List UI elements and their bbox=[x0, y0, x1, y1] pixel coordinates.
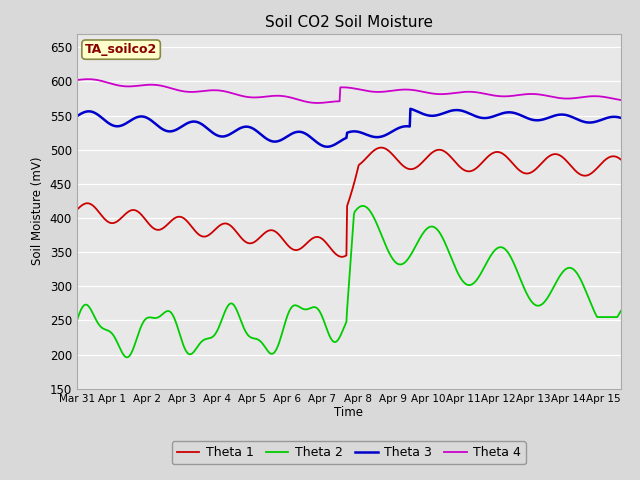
Theta 1 bbox=[73, 207, 81, 213]
Theta 3 bbox=[390, 128, 397, 133]
Theta 4 bbox=[617, 97, 625, 103]
Theta 2 bbox=[487, 253, 495, 259]
Line: Theta 2: Theta 2 bbox=[77, 206, 621, 357]
Theta 3 bbox=[323, 144, 331, 150]
Y-axis label: Soil Moisture (mV): Soil Moisture (mV) bbox=[31, 157, 44, 265]
Theta 3 bbox=[406, 106, 414, 112]
Theta 4 bbox=[421, 89, 429, 95]
Theta 4 bbox=[390, 87, 398, 93]
Line: Theta 3: Theta 3 bbox=[77, 109, 621, 147]
Theta 1 bbox=[421, 157, 429, 163]
Theta 2 bbox=[404, 255, 412, 261]
Title: Soil CO2 Soil Moisture: Soil CO2 Soil Moisture bbox=[265, 15, 433, 30]
Theta 4 bbox=[84, 76, 92, 82]
Theta 4 bbox=[73, 77, 81, 83]
Theta 4 bbox=[543, 93, 550, 98]
Theta 1 bbox=[487, 151, 495, 157]
X-axis label: Time: Time bbox=[334, 407, 364, 420]
Theta 3 bbox=[617, 115, 625, 121]
Theta 4 bbox=[404, 87, 412, 93]
Theta 3 bbox=[106, 121, 114, 127]
Theta 4 bbox=[314, 100, 322, 106]
Theta 1 bbox=[404, 166, 412, 172]
Theta 1 bbox=[106, 220, 114, 226]
Theta 2 bbox=[390, 258, 398, 264]
Theta 2 bbox=[106, 329, 114, 335]
Theta 3 bbox=[73, 113, 81, 119]
Theta 4 bbox=[107, 81, 115, 86]
Theta 2 bbox=[543, 296, 550, 302]
Theta 1 bbox=[543, 156, 550, 161]
Theta 4 bbox=[487, 92, 495, 98]
Theta 2 bbox=[421, 228, 429, 234]
Theta 3 bbox=[487, 114, 495, 120]
Theta 1 bbox=[390, 153, 398, 159]
Line: Theta 4: Theta 4 bbox=[77, 79, 621, 103]
Theta 2 bbox=[124, 354, 131, 360]
Legend: Theta 1, Theta 2, Theta 3, Theta 4: Theta 1, Theta 2, Theta 3, Theta 4 bbox=[172, 441, 526, 464]
Theta 3 bbox=[421, 112, 429, 118]
Text: TA_soilco2: TA_soilco2 bbox=[85, 43, 157, 56]
Theta 1 bbox=[378, 144, 385, 150]
Theta 2 bbox=[73, 318, 81, 324]
Theta 3 bbox=[543, 116, 550, 121]
Theta 1 bbox=[338, 254, 346, 260]
Theta 2 bbox=[617, 308, 625, 314]
Line: Theta 1: Theta 1 bbox=[77, 147, 621, 257]
Theta 1 bbox=[617, 156, 625, 162]
Theta 2 bbox=[359, 203, 367, 209]
Theta 3 bbox=[404, 123, 412, 129]
